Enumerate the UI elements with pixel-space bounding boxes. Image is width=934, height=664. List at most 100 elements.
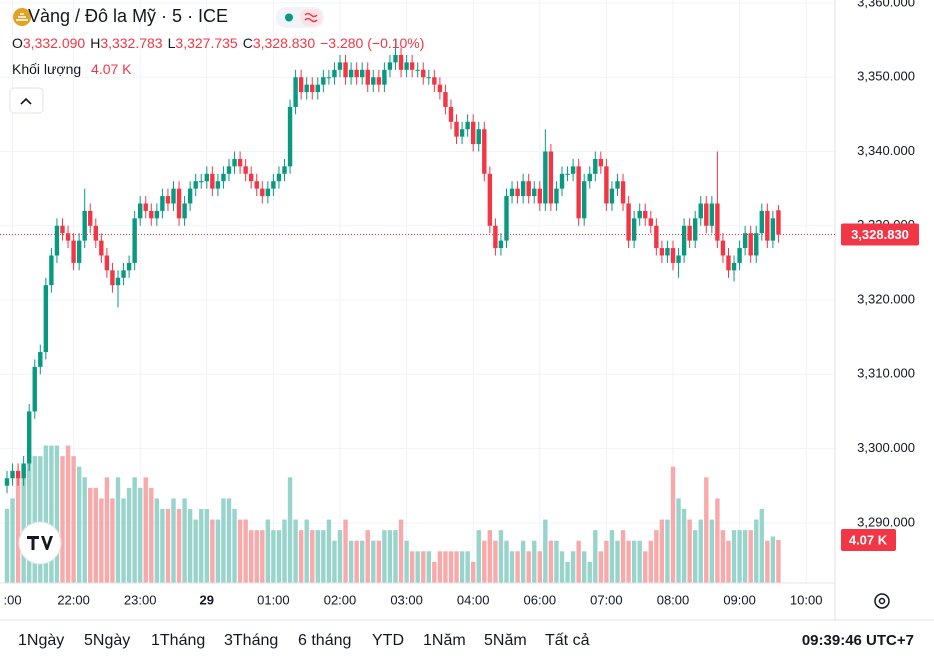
volume-bar (648, 540, 653, 583)
candle-body (204, 173, 209, 182)
candle-body (176, 188, 182, 219)
volume-bar (321, 530, 326, 583)
volume-bar (304, 519, 309, 583)
candle-body (498, 240, 504, 249)
candle-body (32, 366, 37, 412)
candle-body (509, 188, 515, 197)
volume-bar (276, 530, 282, 583)
volume-bar (21, 466, 26, 583)
candle-body (526, 181, 531, 197)
candle-body (165, 196, 171, 204)
candle-body (615, 181, 620, 189)
volume-bar (437, 551, 443, 583)
candle-body (648, 218, 653, 226)
candle-body (570, 166, 576, 174)
volume-bar (626, 540, 631, 583)
volume-bar (110, 498, 115, 583)
candle-body (493, 225, 498, 249)
title: Vàng / Đô la Mỹ · 5 · ICE (28, 6, 229, 26)
candle-body (559, 173, 565, 189)
volume-bar (260, 530, 265, 583)
change: −3.280 (−0.10%) (320, 35, 425, 51)
candle-body (88, 210, 93, 226)
candle-body (38, 352, 43, 367)
candle-body (731, 262, 737, 271)
volume-bar (731, 530, 737, 583)
volume-bar (293, 519, 298, 583)
volume-bar (748, 530, 753, 583)
period-button[interactable]: 1Ngày (18, 632, 65, 649)
candle-body (581, 181, 587, 219)
volume-bar (426, 551, 431, 583)
volume-bar (337, 530, 343, 583)
volume-bar (32, 456, 37, 583)
candle-body (371, 77, 376, 85)
candle-body (687, 225, 692, 241)
x-tick-label: :00 (4, 592, 22, 607)
candle-body (698, 203, 703, 219)
candle-body (720, 240, 726, 256)
candle-body (60, 225, 65, 234)
candle-body (715, 203, 720, 241)
candle-body (398, 54, 404, 70)
grid (0, 0, 835, 583)
candle-body (359, 69, 365, 78)
candle-body (326, 77, 332, 79)
candle-body (310, 84, 315, 93)
volume-bar (310, 530, 315, 583)
candle-body (254, 181, 259, 189)
volume-bar (643, 551, 648, 583)
volume-bar (404, 540, 409, 583)
volume-bar (210, 519, 215, 583)
x-tick-label: 01:00 (257, 592, 290, 607)
volume-bar (604, 540, 609, 583)
period-button[interactable]: YTD (372, 632, 404, 649)
candle-body (387, 62, 393, 70)
period-button[interactable]: 3Tháng (224, 632, 279, 649)
candle-body (71, 240, 76, 263)
volume-bar (581, 551, 587, 583)
candle-body (459, 129, 465, 137)
period-button[interactable]: 5Năm (484, 632, 527, 649)
candle-body (137, 203, 143, 219)
symbol-title: Vàng / Đô la Mỹ · 5 · ICE (12, 6, 228, 27)
volume-bar (487, 530, 493, 583)
volume-bar (509, 551, 515, 583)
volume-bar (704, 477, 709, 583)
period-button[interactable]: 5Ngày (84, 632, 131, 649)
candle-body (337, 62, 343, 70)
volume-bar (149, 487, 154, 583)
logo[interactable] (18, 521, 62, 565)
volume-bar (415, 551, 420, 583)
candle-body (543, 151, 548, 204)
volume-bar (515, 551, 520, 583)
period-button[interactable]: 1Năm (423, 632, 466, 649)
volume-bar (121, 498, 126, 583)
clock[interactable]: 09:39:46 UTC+7 (801, 632, 914, 649)
volume-bar (354, 540, 359, 583)
volume-bar (709, 519, 715, 583)
volume-bars (4, 445, 781, 583)
candle-body (348, 69, 354, 78)
volume-value: 4.07 K (91, 61, 132, 77)
candle-body (548, 151, 554, 204)
period-button[interactable]: 6 tháng (298, 632, 352, 649)
settings-icon[interactable] (874, 593, 890, 609)
volume-bar (176, 509, 182, 583)
candle-body (393, 54, 398, 63)
volume-bar (193, 519, 198, 583)
volume-bar (237, 519, 243, 583)
candle-body (243, 166, 248, 174)
volume-bar (409, 551, 415, 583)
period-button[interactable]: 1Tháng (151, 632, 206, 649)
candle-body (593, 158, 598, 174)
volume-bar (143, 477, 148, 583)
period-button[interactable]: Tất cả (545, 632, 590, 649)
volume-bar (598, 551, 604, 583)
volume-bar (49, 445, 54, 583)
candle-body (748, 233, 753, 256)
candle-body (260, 188, 265, 197)
candle-body (199, 181, 204, 183)
ohlc-key: O (12, 35, 23, 51)
